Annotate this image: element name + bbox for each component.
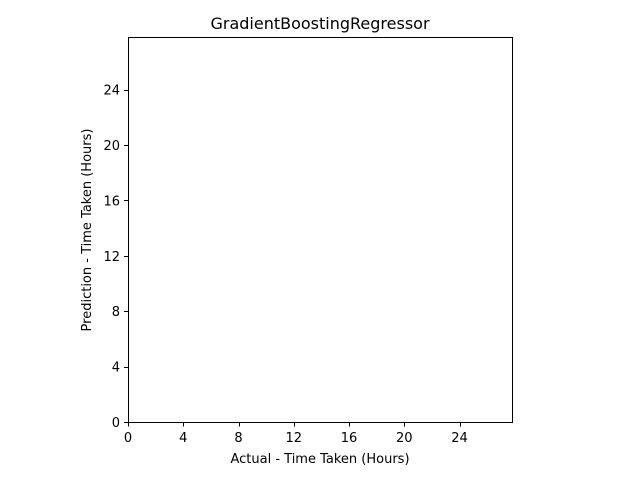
y-tick-label: 20 [103,139,120,154]
x-tick-label: 4 [179,431,187,446]
x-tick-label: 16 [341,431,358,446]
x-tick-label: 8 [234,431,242,446]
y-tick-label: 16 [103,194,120,209]
x-tick-label: 20 [396,431,413,446]
x-axis-ticks: 0 4 8 12 16 20 24 [124,422,468,446]
y-axis-label: Prediction - Time Taken (Hours) [80,129,95,332]
y-axis-ticks: 0 4 8 12 16 20 24 [103,84,129,431]
y-tick-label: 12 [103,250,120,265]
y-tick-label: 24 [103,84,120,99]
x-axis-label: Actual - Time Taken (Hours) [230,452,409,467]
plot-area [128,37,513,423]
y-tick-label: 4 [112,361,120,376]
x-tick-label: 0 [124,431,132,446]
y-tick-label: 0 [112,416,120,431]
x-tick-label: 24 [451,431,468,446]
y-tick-label: 8 [112,305,120,320]
x-tick-label: 12 [285,431,302,446]
chart-title: GradientBoostingRegressor [210,14,429,33]
